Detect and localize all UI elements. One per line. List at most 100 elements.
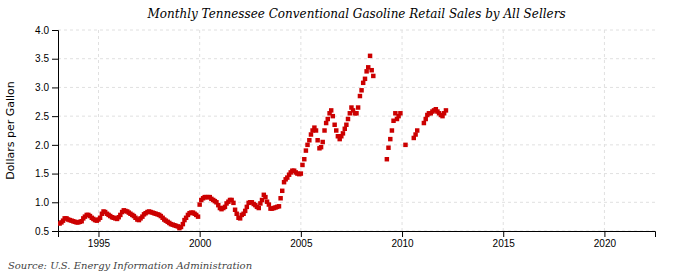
y-axis-tick-mark: [52, 202, 58, 203]
y-axis-tick-label: 4.0: [35, 25, 49, 36]
point: [369, 68, 373, 72]
x-axis-tick-mark: [604, 231, 605, 237]
point: [354, 111, 358, 115]
y-axis-tick-mark: [52, 59, 58, 60]
grid-line: [58, 87, 655, 88]
x-axis-tick-mark: [98, 231, 99, 237]
point: [319, 145, 323, 149]
point: [267, 202, 271, 206]
point: [341, 131, 345, 135]
grid-line: [300, 30, 301, 231]
y-axis-tick-mark: [52, 87, 58, 88]
y-axis-tick: 4.0: [35, 25, 58, 36]
point: [363, 77, 367, 81]
point: [304, 148, 308, 152]
x-axis-tick: 2015: [493, 231, 516, 249]
x-axis-tick-label: 2000: [189, 238, 212, 249]
point: [234, 212, 238, 216]
x-axis-tick-label: 2005: [290, 238, 313, 249]
point: [413, 132, 417, 136]
x-axis-tick: 2020: [594, 231, 617, 249]
y-axis-tick-mark: [52, 30, 58, 31]
point: [371, 74, 375, 78]
point: [343, 127, 347, 131]
y-axis-tick-label: 2.5: [35, 111, 49, 122]
x-axis-tick-mark: [301, 231, 302, 237]
y-axis-tick-label: 3.5: [35, 53, 49, 64]
point: [314, 128, 318, 132]
y-axis-tick-label: 1.5: [35, 168, 49, 179]
grid-line: [58, 116, 655, 117]
title: Monthly Tennessee Conventional Gasoline …: [146, 7, 565, 21]
y-axis-tick-label: 0.5: [35, 226, 49, 237]
point: [233, 208, 237, 212]
point: [361, 81, 365, 85]
point: [257, 206, 261, 210]
point: [300, 163, 304, 167]
grid-line: [58, 173, 655, 174]
y-axis-tick-label: 1.0: [35, 197, 49, 208]
point: [322, 128, 326, 132]
point: [196, 214, 200, 218]
x-axis-tick-label: 2020: [594, 238, 617, 249]
point: [197, 202, 201, 206]
point: [359, 88, 363, 92]
point: [388, 137, 392, 141]
grid-line: [402, 30, 403, 231]
point: [243, 209, 247, 213]
point: [415, 128, 419, 132]
x-axis-tick: 1995: [88, 231, 111, 249]
point: [358, 94, 362, 98]
point: [444, 108, 448, 112]
y-axis-tick: 0.5: [35, 226, 58, 237]
y-axis-tick-mark: [52, 116, 58, 117]
y-axis-tick-mark: [52, 174, 58, 175]
point: [398, 111, 402, 115]
annotation: Source: U.S. Energy Information Administ…: [8, 260, 252, 271]
point: [307, 138, 311, 142]
point: [331, 114, 335, 118]
point: [278, 196, 282, 200]
point: [181, 222, 185, 226]
point: [231, 201, 235, 205]
point: [385, 157, 389, 161]
point: [368, 54, 372, 58]
point: [280, 189, 284, 193]
point: [320, 140, 324, 144]
x-axis-tick: 2000: [189, 231, 212, 249]
y-axis-tick-mark: [52, 145, 58, 146]
grid-line: [58, 202, 655, 203]
point: [364, 69, 368, 73]
point: [332, 123, 336, 127]
y-axis-tick: 1.0: [35, 197, 58, 208]
x-axis-tick-label: 2010: [391, 238, 414, 249]
grid-line: [58, 58, 655, 59]
y-axis-tick: 2.0: [35, 140, 58, 151]
grid-line: [604, 30, 605, 231]
point: [98, 216, 102, 220]
x-axis-tick: 2010: [391, 231, 414, 249]
point: [422, 121, 426, 125]
point: [299, 171, 303, 175]
point: [245, 205, 249, 209]
point: [326, 117, 330, 121]
x-axis-tick-label: 2015: [493, 238, 516, 249]
grid-line: [58, 30, 655, 31]
point: [315, 138, 319, 142]
x-axis-tick-mark: [402, 231, 403, 237]
y-axis-title: Dollars per Gallon: [4, 81, 17, 180]
point: [356, 105, 360, 109]
point: [344, 123, 348, 127]
x-axis-tick-mark: [503, 231, 504, 237]
point: [329, 108, 333, 112]
grid-line: [98, 30, 99, 231]
y-axis-tick-mark: [52, 231, 58, 232]
plot-area: 1995 2000 2005 2010 2015 2020 0.5 1.0 1.5 2.0 2.5 3…: [35, 25, 655, 249]
point: [305, 143, 309, 147]
points: [58, 54, 448, 231]
y-axis-line: [52, 31, 59, 232]
y-axis-tick: 3.0: [35, 82, 58, 93]
point: [403, 143, 407, 147]
point: [386, 145, 390, 149]
grid-line: [58, 144, 655, 145]
